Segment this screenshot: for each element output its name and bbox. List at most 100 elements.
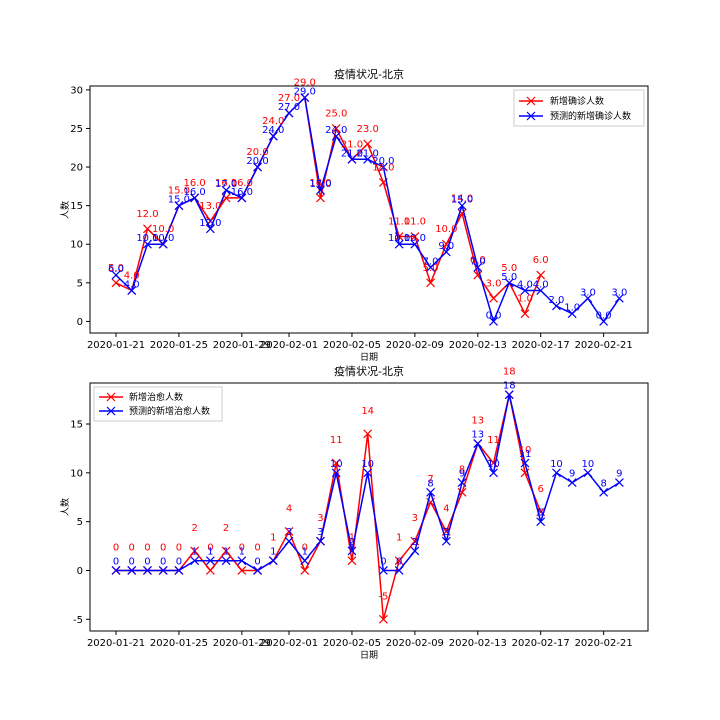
data-point-marker [331, 124, 341, 133]
data-label: 0 [176, 556, 182, 567]
data-label: 2 [223, 523, 229, 534]
legend-marker-predicted-recovered [106, 406, 116, 416]
data-label: 5 [538, 508, 544, 519]
legend-frame [93, 386, 223, 422]
legend: 新增确诊人数 预测的新增确诊人数 [513, 89, 645, 127]
data-point-marker [205, 224, 215, 234]
data-point-marker [441, 536, 451, 546]
data-label: 10.0 [136, 233, 158, 244]
data-label: 21.0 [357, 148, 379, 159]
data-label: 4 [286, 503, 292, 514]
y-tick-label: -5 [73, 615, 83, 626]
data-point-marker [237, 566, 247, 575]
data-label: 2 [191, 523, 197, 534]
data-point-marker [520, 458, 530, 468]
data-label: 10 [330, 459, 343, 470]
data-label: 10 [582, 459, 595, 470]
x-tick-label: 2020-02-13 [449, 638, 507, 649]
data-point-marker [378, 566, 388, 575]
data-label: 15.0 [168, 195, 190, 206]
x-tick-label: 2020-01-29 [213, 340, 271, 351]
x-tick-label: 2020-02-17 [512, 340, 570, 351]
data-label: 1 [302, 547, 308, 558]
legend-marker-predicted-confirmed [526, 111, 536, 121]
data-label: 10 [487, 459, 500, 470]
data-point-marker [363, 429, 373, 439]
data-point-marker [158, 566, 168, 575]
data-label: 0 [302, 542, 308, 553]
data-point-marker [143, 566, 152, 575]
data-point-marker [520, 286, 530, 295]
data-label: 4.0 [517, 280, 533, 291]
data-point-marker [268, 131, 278, 141]
data-label: 3.0 [486, 278, 502, 289]
data-point-marker [536, 517, 546, 527]
data-label: 1 [270, 547, 276, 558]
data-point-marker [284, 536, 294, 546]
data-point-marker [221, 185, 231, 195]
y-axis-title: 人数 [59, 201, 71, 219]
data-label: 0.0 [486, 310, 502, 321]
data-point-marker [441, 239, 451, 249]
data-label: 7.0 [470, 256, 486, 267]
data-point-marker [426, 487, 436, 497]
data-point-marker [205, 556, 215, 566]
data-label: 10 [550, 459, 563, 470]
data-label: 1 [270, 533, 276, 544]
data-label: 0 [160, 542, 166, 553]
data-label: 18.0 [372, 162, 394, 173]
x-tick-label: 2020-02-17 [512, 638, 570, 649]
data-label: 4.0 [124, 271, 140, 282]
data-point-marker [394, 239, 404, 249]
x-tick-label: 2020-01-29 [213, 638, 271, 649]
data-point-marker [394, 556, 404, 566]
data-label: 13 [471, 430, 484, 441]
chart-title: 疫情状况-北京 [334, 67, 404, 81]
data-label: 24.0 [325, 125, 347, 136]
x-tick-label: 2020-02-05 [323, 340, 381, 351]
data-point-marker [331, 131, 341, 141]
data-point-marker [567, 309, 577, 319]
data-label: 11 [519, 449, 532, 460]
data-point-marker [489, 468, 498, 478]
data-point-marker [331, 458, 341, 468]
data-label: 16.0 [215, 178, 237, 189]
data-point-marker [473, 262, 483, 272]
data-label: 13.0 [199, 201, 221, 212]
x-tick-label: 2020-02-09 [386, 638, 444, 649]
series-line-0 [116, 393, 542, 621]
data-label: 0 [113, 556, 119, 567]
x-tick-label: 2020-02-01 [260, 340, 318, 351]
x-tick-label: 2020-01-25 [150, 638, 208, 649]
data-label: 4.0 [124, 280, 140, 291]
data-label: 18 [503, 381, 516, 392]
data-label: 0 [160, 556, 166, 567]
data-point-marker [457, 201, 467, 211]
data-label: 5.0 [423, 263, 439, 274]
data-point-marker [174, 566, 184, 575]
data-point-marker [599, 316, 609, 326]
data-label: 0 [129, 556, 135, 567]
data-label: 1 [207, 547, 213, 558]
data-label: 16.0 [231, 187, 253, 198]
data-point-marker [504, 390, 514, 400]
data-point-marker [300, 566, 310, 575]
data-label: 15.0 [451, 195, 473, 206]
data-point-marker [489, 293, 498, 303]
data-label: 1.0 [564, 303, 580, 314]
data-point-marker [190, 546, 200, 556]
data-label: 11 [330, 435, 343, 446]
data-point-marker [378, 614, 388, 624]
data-label: 5.0 [501, 272, 517, 283]
data-point-marker [300, 93, 310, 103]
data-label: 17.0 [309, 179, 331, 190]
x-axis-title: 日期 [360, 352, 378, 363]
y-tick-label: 10 [70, 468, 83, 479]
data-label: 11.0 [404, 217, 426, 228]
y-tick-label: 20 [70, 163, 83, 174]
data-label: 11.0 [388, 217, 410, 228]
data-point-marker [426, 262, 436, 272]
data-label: 2 [349, 537, 355, 548]
data-point-marker [237, 556, 247, 566]
data-label: 0 [144, 542, 150, 553]
